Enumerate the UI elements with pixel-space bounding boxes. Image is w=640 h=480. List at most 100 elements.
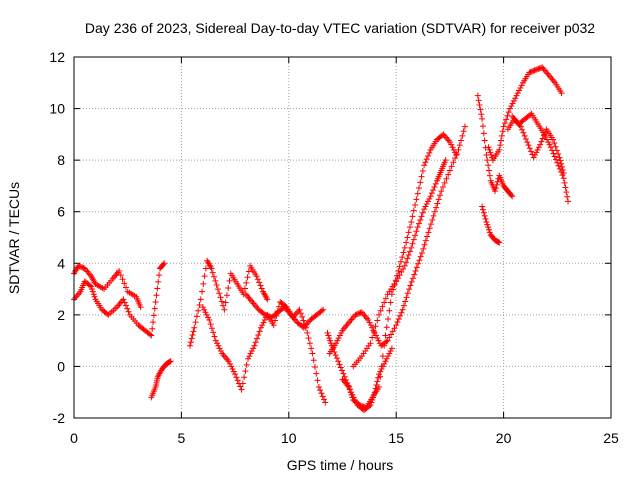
data-point <box>388 345 395 352</box>
data-point <box>409 213 416 220</box>
data-point <box>321 396 328 403</box>
data-point <box>319 393 326 400</box>
data-point <box>366 319 373 326</box>
data-point <box>225 358 232 365</box>
data-point <box>382 332 389 339</box>
data-point <box>296 306 303 313</box>
data-point <box>409 240 416 247</box>
data-point <box>429 216 436 223</box>
data-point <box>374 317 381 324</box>
data-point <box>425 229 432 236</box>
data-point <box>154 285 161 292</box>
data-point <box>270 322 277 329</box>
data-point <box>503 116 510 123</box>
data-point <box>384 337 391 344</box>
data-point <box>381 299 388 306</box>
data-point <box>211 273 218 280</box>
data-point <box>356 402 363 409</box>
data-point <box>354 310 361 317</box>
data-point <box>195 307 202 314</box>
data-point <box>510 97 517 104</box>
data-point <box>352 311 359 318</box>
data-point <box>554 159 561 166</box>
data-point <box>488 151 495 158</box>
data-point <box>339 367 346 374</box>
data-point <box>86 282 93 289</box>
data-point <box>508 192 515 199</box>
data-point <box>272 317 279 324</box>
data-point <box>558 169 565 176</box>
y-tick-label: -2 <box>53 410 66 426</box>
data-point <box>383 324 390 331</box>
data-point <box>212 277 219 284</box>
data-point <box>408 219 415 226</box>
data-point <box>374 335 381 342</box>
data-point <box>448 141 455 148</box>
data-point <box>280 305 287 312</box>
data-point <box>104 310 111 317</box>
data-point <box>250 345 257 352</box>
data-point <box>505 109 512 116</box>
data-point <box>373 332 380 339</box>
data-point <box>535 65 542 72</box>
data-point <box>541 131 548 138</box>
data-point <box>410 207 417 214</box>
data-point <box>412 232 419 239</box>
data-point <box>485 226 492 233</box>
data-point <box>399 306 406 313</box>
data-point <box>233 374 240 381</box>
data-point <box>403 259 410 266</box>
data-point <box>377 373 384 380</box>
data-point <box>122 302 129 309</box>
data-point <box>395 268 402 275</box>
data-point <box>153 292 160 299</box>
data-point <box>430 187 437 194</box>
data-point <box>348 391 355 398</box>
data-point <box>375 337 382 344</box>
data-point <box>450 159 457 166</box>
data-point <box>193 313 200 320</box>
data-point <box>450 146 457 153</box>
series-track-j <box>350 157 449 370</box>
data-point <box>228 363 235 370</box>
data-point <box>88 283 95 290</box>
data-point <box>378 363 385 370</box>
data-point <box>460 128 467 135</box>
data-point <box>208 325 215 332</box>
data-point <box>220 302 227 309</box>
data-point <box>522 135 529 142</box>
x-axis-label: GPS time / hours <box>287 457 394 473</box>
data-point <box>423 200 430 207</box>
data-point <box>501 120 508 127</box>
data-point <box>563 189 570 196</box>
data-point <box>149 325 156 332</box>
data-point <box>413 196 420 203</box>
data-point <box>421 162 428 169</box>
data-point <box>452 155 459 162</box>
data-point <box>203 311 210 318</box>
data-point <box>376 311 383 318</box>
data-point <box>396 263 403 270</box>
data-point <box>151 305 158 312</box>
data-point <box>338 329 345 336</box>
series-track-k <box>474 92 516 200</box>
data-point <box>397 258 404 265</box>
data-point <box>524 139 531 146</box>
data-point <box>422 159 429 166</box>
data-point <box>531 67 538 74</box>
data-point <box>76 263 83 270</box>
x-tick-label: 25 <box>603 430 619 446</box>
data-point <box>243 279 250 286</box>
data-point <box>432 180 439 187</box>
data-point <box>422 237 429 244</box>
series-track-n <box>504 115 567 177</box>
data-point <box>357 402 364 409</box>
data-point <box>552 143 559 150</box>
data-point <box>191 324 198 331</box>
data-point <box>410 236 417 243</box>
data-point <box>417 179 424 186</box>
data-point <box>406 224 413 231</box>
data-point <box>415 220 422 227</box>
data-point <box>221 306 228 313</box>
series-track-i <box>339 131 460 411</box>
